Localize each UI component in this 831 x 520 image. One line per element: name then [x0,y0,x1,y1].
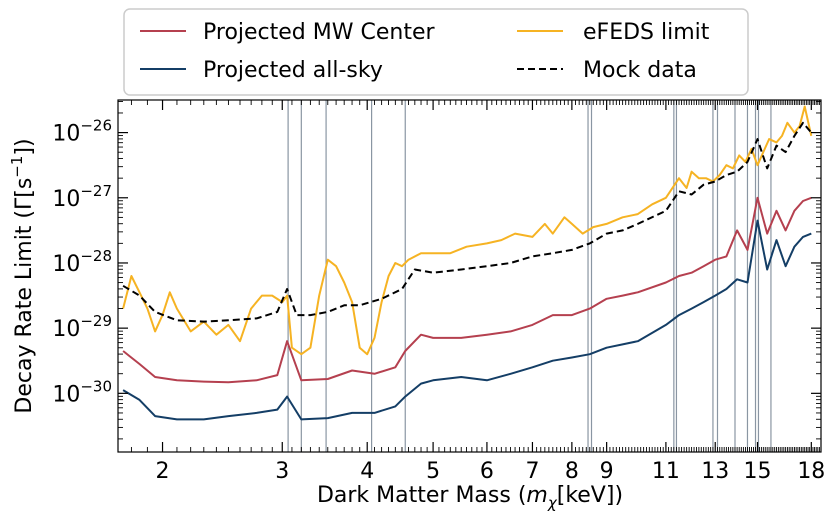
x-tick-labels: 2 3 4 5 6 7 8 9 11 13 15 18 [156,459,826,484]
legend-label-mw-center: Projected MW Center [203,20,435,45]
x-tick-label: 18 [797,459,825,484]
x-tick-label: 11 [652,459,680,484]
y-tick-label: 10−28 [52,247,112,277]
y-tick-label: 10−29 [52,312,112,342]
series-line-projected-all-sky [122,219,812,421]
x-tick-label: 2 [156,459,170,484]
x-tick-label: 9 [600,459,614,484]
legend-label-efeds: eFEDS limit [583,20,710,45]
y-tick-label: 10−26 [52,117,112,147]
x-axis-label: Dark Matter Mass (mχ[keV]) [317,483,623,512]
legend-label-all-sky: Projected all-sky [203,58,383,83]
vertical-line-group [287,100,772,452]
x-tick-label: 4 [360,459,374,484]
series-group [122,105,813,421]
y-axis-label: Decay Rate Limit (Γ[s−1]) [8,138,37,413]
x-tick-label: 8 [565,459,579,484]
series-line-mock-data [122,121,813,323]
y-tick-label: 10−27 [52,182,112,212]
x-tick-label: 15 [743,459,771,484]
x-tick-label: 5 [426,459,440,484]
legend-frame [123,8,749,96]
tick-group [118,100,822,452]
legend-label-mock-data: Mock data [583,58,697,83]
series-line-efeds-limit [122,105,813,356]
legend: Projected MW Center Projected all-sky eF… [123,8,749,96]
x-tick-label: 3 [275,459,289,484]
y-tick-labels: 10−30 10−29 10−28 10−27 10−26 [52,117,112,408]
x-tick-label: 7 [525,459,539,484]
x-tick-label: 13 [701,459,729,484]
x-tick-label: 6 [480,459,494,484]
series-line-projected-mw-center [122,196,812,384]
plot-frame [117,99,822,453]
y-tick-label: 10−30 [52,377,112,407]
